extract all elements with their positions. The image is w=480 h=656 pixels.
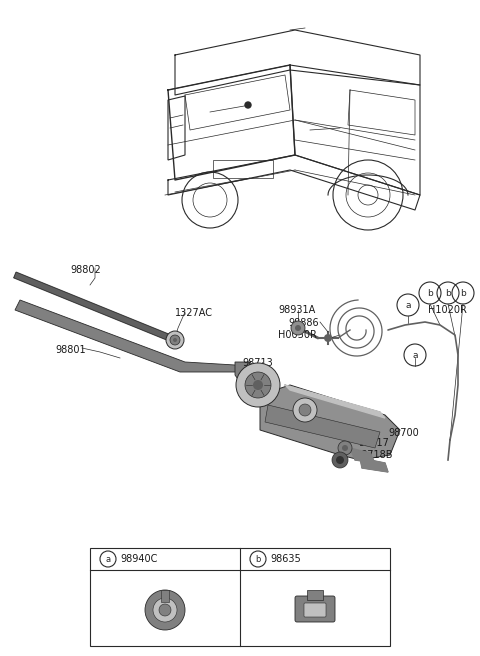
Circle shape xyxy=(324,334,332,342)
Bar xyxy=(161,590,169,602)
Text: 98713: 98713 xyxy=(242,358,273,368)
Text: a: a xyxy=(412,350,418,359)
Polygon shape xyxy=(265,405,380,448)
Text: 98717: 98717 xyxy=(358,438,389,448)
Circle shape xyxy=(159,604,171,616)
Circle shape xyxy=(291,321,305,335)
Bar xyxy=(307,590,323,600)
Polygon shape xyxy=(14,272,176,343)
Circle shape xyxy=(245,372,271,398)
Text: b: b xyxy=(427,289,433,298)
Circle shape xyxy=(170,335,180,345)
Polygon shape xyxy=(350,448,375,463)
Polygon shape xyxy=(260,385,400,460)
FancyBboxPatch shape xyxy=(304,603,326,617)
Circle shape xyxy=(245,102,251,108)
Text: H1020R: H1020R xyxy=(428,305,467,315)
Circle shape xyxy=(293,398,317,422)
FancyBboxPatch shape xyxy=(295,596,335,622)
Circle shape xyxy=(236,363,280,407)
Circle shape xyxy=(145,590,185,630)
Circle shape xyxy=(166,331,184,349)
Bar xyxy=(90,548,390,646)
Text: 98718B: 98718B xyxy=(355,450,393,460)
Text: 98802: 98802 xyxy=(70,265,101,275)
Circle shape xyxy=(299,404,311,416)
Polygon shape xyxy=(360,458,388,472)
Circle shape xyxy=(338,441,352,455)
Text: a: a xyxy=(405,300,411,310)
Text: 98940C: 98940C xyxy=(120,554,157,564)
Text: 98801: 98801 xyxy=(55,345,85,355)
Text: H0050R: H0050R xyxy=(278,330,317,340)
Circle shape xyxy=(173,338,177,342)
Text: 98700: 98700 xyxy=(388,428,419,438)
Circle shape xyxy=(295,325,301,331)
Text: b: b xyxy=(255,554,261,564)
Text: 98635: 98635 xyxy=(270,554,301,564)
Circle shape xyxy=(332,452,348,468)
Circle shape xyxy=(336,456,344,464)
Circle shape xyxy=(253,380,263,390)
Text: b: b xyxy=(460,289,466,298)
Polygon shape xyxy=(15,300,240,372)
Polygon shape xyxy=(235,362,255,382)
Circle shape xyxy=(153,598,177,622)
Text: 1327AC: 1327AC xyxy=(175,308,213,318)
Polygon shape xyxy=(285,385,385,418)
Text: 98931A: 98931A xyxy=(278,305,315,315)
Text: 98886: 98886 xyxy=(288,318,319,328)
Bar xyxy=(213,160,273,178)
Circle shape xyxy=(342,445,348,451)
Text: a: a xyxy=(106,554,110,564)
Text: b: b xyxy=(445,289,451,298)
